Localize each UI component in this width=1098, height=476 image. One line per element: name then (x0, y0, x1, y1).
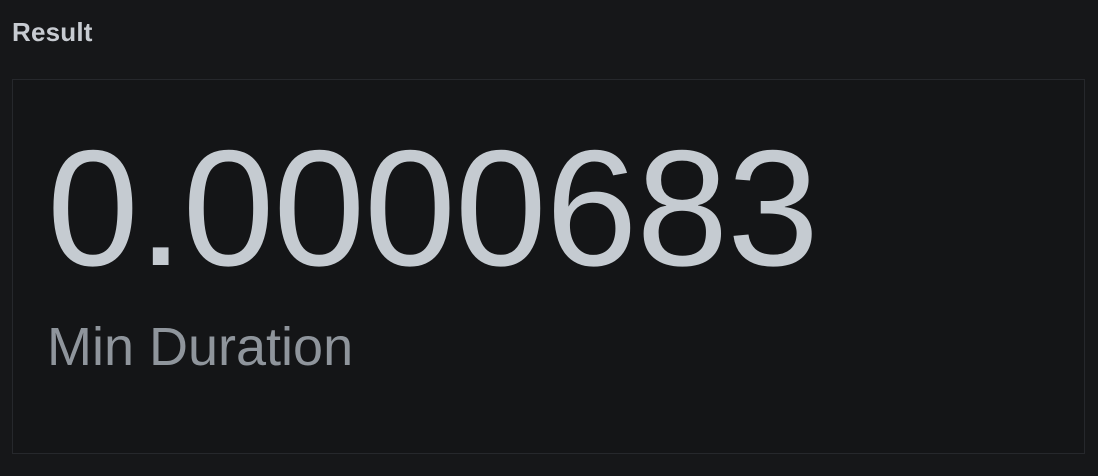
stat-card: 0.0000683 Min Duration (12, 79, 1085, 454)
stat-value: 0.0000683 (47, 126, 818, 291)
panel-header: Result (12, 14, 93, 50)
stat-label: Min Duration (47, 320, 353, 374)
panel-title: Result (12, 17, 93, 48)
